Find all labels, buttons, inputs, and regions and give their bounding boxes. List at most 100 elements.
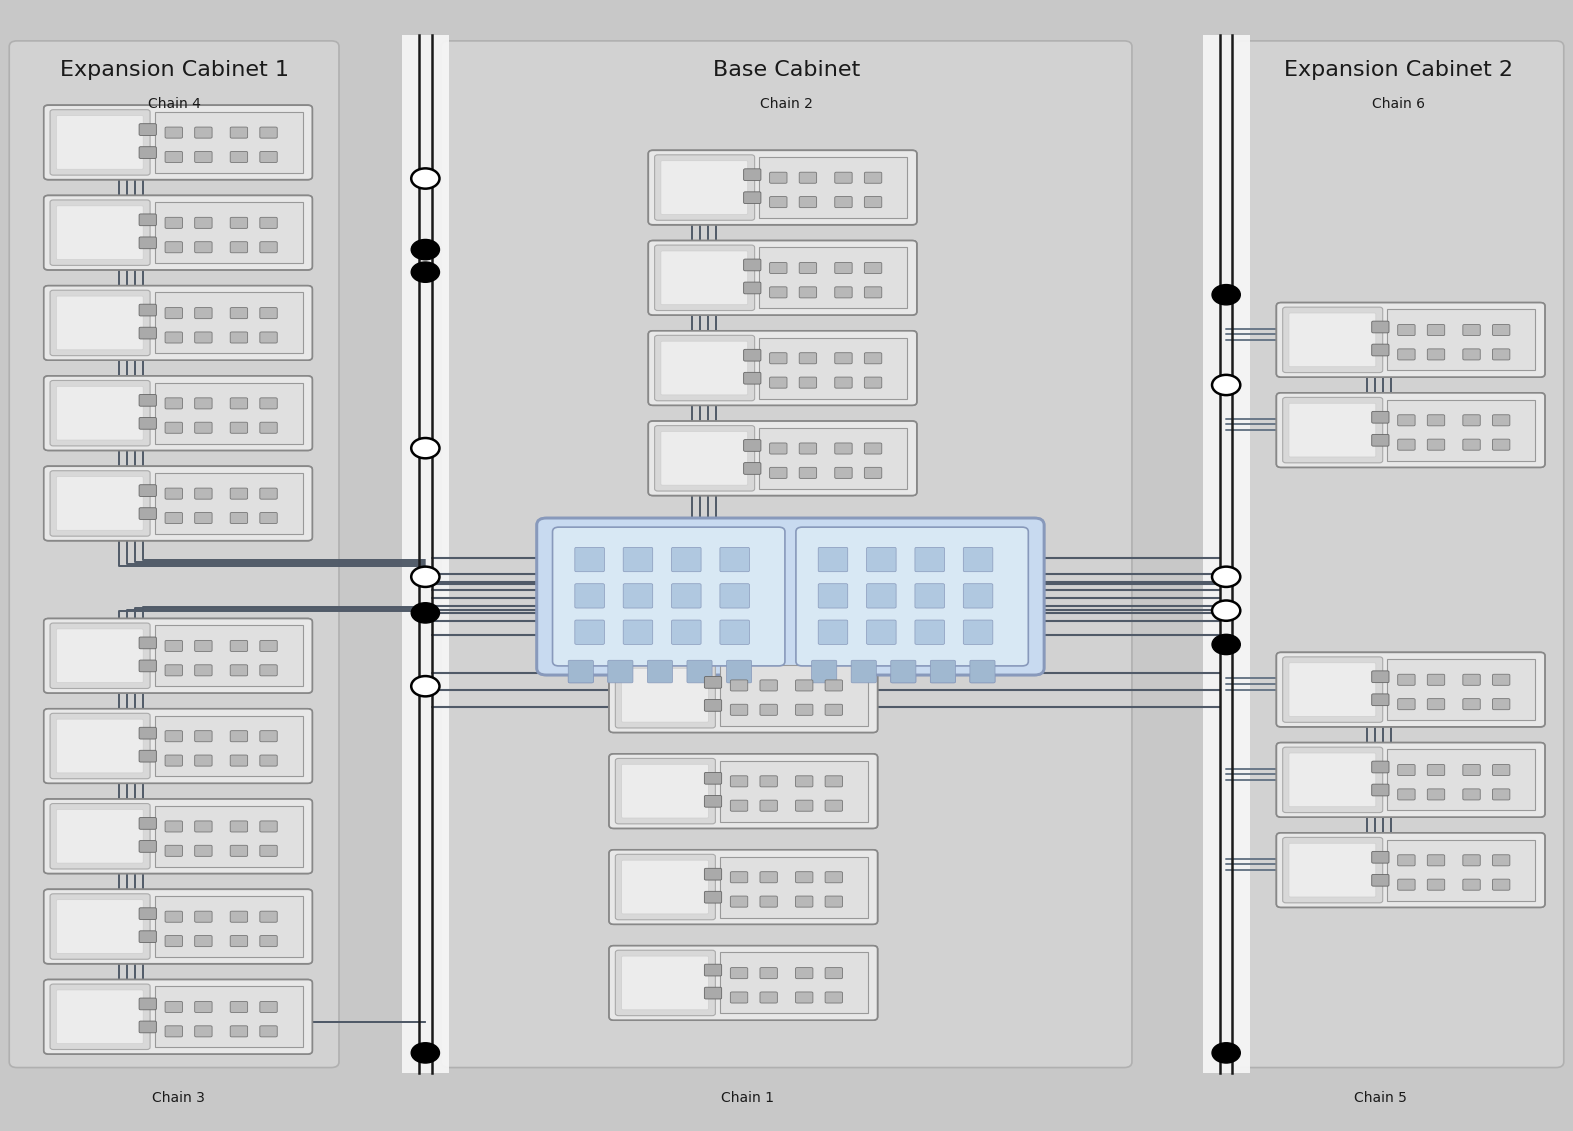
FancyBboxPatch shape (195, 398, 212, 409)
FancyBboxPatch shape (230, 217, 247, 228)
FancyBboxPatch shape (1288, 844, 1376, 897)
FancyBboxPatch shape (609, 658, 878, 733)
FancyBboxPatch shape (812, 661, 837, 683)
FancyBboxPatch shape (1463, 325, 1480, 336)
FancyBboxPatch shape (230, 1001, 247, 1012)
FancyBboxPatch shape (230, 912, 247, 922)
Bar (760, 248, 908, 309)
FancyBboxPatch shape (648, 421, 917, 495)
FancyBboxPatch shape (720, 547, 749, 571)
FancyBboxPatch shape (654, 336, 755, 400)
FancyBboxPatch shape (865, 377, 882, 388)
FancyBboxPatch shape (44, 466, 313, 541)
FancyBboxPatch shape (165, 242, 182, 252)
FancyBboxPatch shape (165, 217, 182, 228)
FancyBboxPatch shape (1372, 434, 1389, 446)
FancyBboxPatch shape (44, 798, 313, 873)
Bar (720, 665, 868, 726)
FancyBboxPatch shape (730, 680, 747, 691)
FancyBboxPatch shape (648, 661, 673, 683)
FancyBboxPatch shape (835, 197, 853, 208)
FancyBboxPatch shape (648, 150, 917, 225)
FancyBboxPatch shape (1493, 789, 1510, 800)
FancyBboxPatch shape (568, 661, 593, 683)
FancyBboxPatch shape (1398, 325, 1416, 336)
FancyBboxPatch shape (138, 908, 156, 920)
FancyBboxPatch shape (796, 992, 813, 1003)
FancyBboxPatch shape (260, 640, 277, 651)
FancyBboxPatch shape (260, 912, 277, 922)
FancyBboxPatch shape (57, 719, 143, 772)
FancyBboxPatch shape (648, 150, 917, 225)
Bar (154, 625, 304, 687)
FancyBboxPatch shape (744, 349, 761, 361)
FancyBboxPatch shape (138, 818, 156, 829)
FancyBboxPatch shape (744, 192, 761, 204)
FancyBboxPatch shape (57, 387, 143, 440)
FancyBboxPatch shape (44, 979, 313, 1054)
FancyBboxPatch shape (1288, 663, 1376, 716)
FancyBboxPatch shape (1493, 699, 1510, 709)
FancyBboxPatch shape (796, 968, 813, 978)
FancyBboxPatch shape (57, 206, 143, 259)
FancyBboxPatch shape (835, 287, 853, 297)
FancyBboxPatch shape (138, 123, 156, 136)
FancyBboxPatch shape (50, 110, 149, 175)
FancyBboxPatch shape (730, 705, 747, 715)
FancyBboxPatch shape (230, 912, 247, 922)
FancyBboxPatch shape (1398, 439, 1416, 450)
Circle shape (411, 169, 439, 189)
FancyBboxPatch shape (165, 152, 182, 163)
FancyBboxPatch shape (138, 395, 156, 406)
FancyBboxPatch shape (165, 821, 182, 832)
FancyBboxPatch shape (260, 845, 277, 856)
FancyBboxPatch shape (796, 872, 813, 883)
FancyBboxPatch shape (1463, 325, 1480, 336)
FancyBboxPatch shape (1493, 765, 1510, 776)
FancyBboxPatch shape (165, 1026, 182, 1037)
Bar (154, 293, 304, 353)
FancyBboxPatch shape (260, 398, 277, 409)
FancyBboxPatch shape (230, 242, 247, 252)
FancyBboxPatch shape (796, 800, 813, 811)
FancyBboxPatch shape (230, 242, 247, 252)
FancyBboxPatch shape (730, 896, 747, 907)
FancyBboxPatch shape (796, 896, 813, 907)
FancyBboxPatch shape (621, 861, 708, 914)
FancyBboxPatch shape (760, 800, 777, 811)
FancyBboxPatch shape (44, 286, 313, 360)
FancyBboxPatch shape (769, 287, 786, 297)
Bar (720, 761, 868, 821)
FancyBboxPatch shape (769, 172, 786, 183)
FancyBboxPatch shape (44, 619, 313, 693)
FancyBboxPatch shape (260, 756, 277, 766)
FancyBboxPatch shape (760, 968, 777, 978)
FancyBboxPatch shape (138, 147, 156, 158)
FancyBboxPatch shape (661, 161, 747, 215)
FancyBboxPatch shape (835, 353, 853, 364)
FancyBboxPatch shape (826, 800, 843, 811)
FancyBboxPatch shape (195, 935, 212, 947)
FancyBboxPatch shape (796, 705, 813, 715)
FancyBboxPatch shape (195, 912, 212, 922)
FancyBboxPatch shape (195, 512, 212, 524)
FancyBboxPatch shape (230, 489, 247, 499)
FancyBboxPatch shape (1493, 855, 1510, 866)
FancyBboxPatch shape (260, 935, 277, 947)
FancyBboxPatch shape (138, 417, 156, 429)
FancyBboxPatch shape (1276, 303, 1545, 377)
FancyBboxPatch shape (615, 950, 716, 1016)
FancyBboxPatch shape (799, 377, 816, 388)
FancyBboxPatch shape (552, 527, 785, 666)
FancyBboxPatch shape (705, 772, 722, 784)
FancyBboxPatch shape (260, 217, 277, 228)
FancyBboxPatch shape (260, 1026, 277, 1037)
Text: Chain 3: Chain 3 (153, 1091, 204, 1105)
FancyBboxPatch shape (165, 512, 182, 524)
FancyBboxPatch shape (730, 992, 747, 1003)
FancyBboxPatch shape (138, 750, 156, 762)
FancyBboxPatch shape (195, 308, 212, 319)
FancyBboxPatch shape (867, 547, 897, 571)
FancyBboxPatch shape (230, 845, 247, 856)
FancyBboxPatch shape (648, 241, 917, 316)
